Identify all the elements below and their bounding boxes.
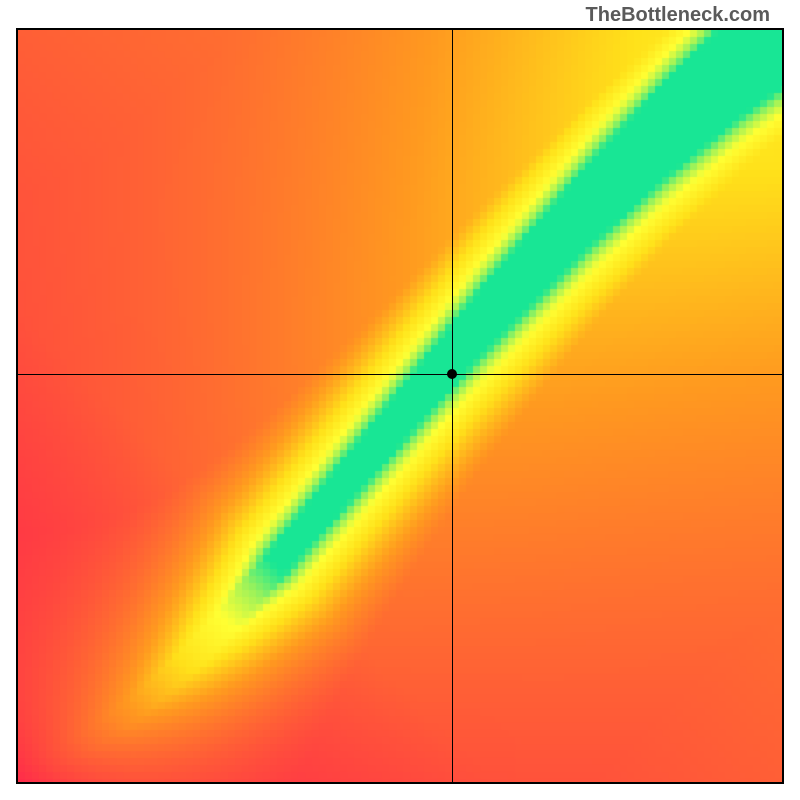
heatmap-canvas bbox=[18, 30, 782, 782]
crosshair-marker bbox=[447, 369, 457, 379]
crosshair-vertical bbox=[452, 30, 453, 782]
heatmap-plot bbox=[16, 28, 784, 784]
chart-container: TheBottleneck.com bbox=[0, 0, 800, 800]
crosshair-horizontal bbox=[18, 374, 782, 375]
watermark-text: TheBottleneck.com bbox=[586, 4, 770, 27]
